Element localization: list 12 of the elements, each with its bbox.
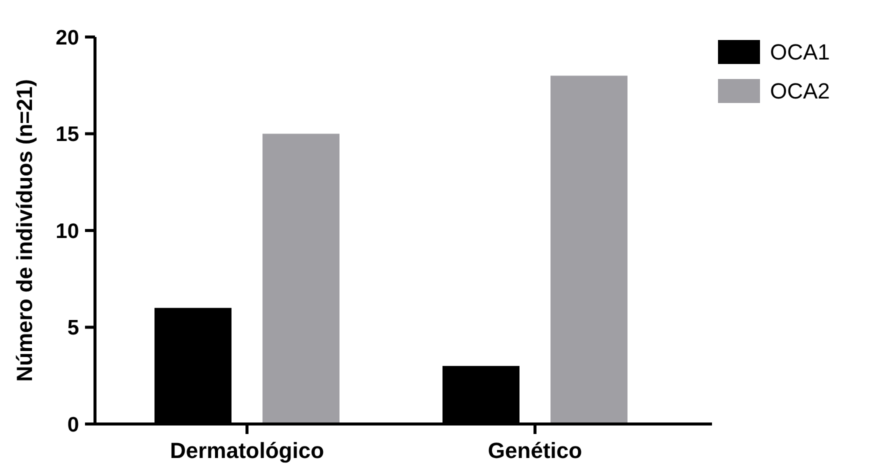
x-tick-label: Dermatológico [170, 438, 324, 463]
y-tick-label: 20 [56, 26, 79, 50]
bar [550, 76, 628, 424]
legend-label: OCA2 [770, 78, 830, 104]
y-axis-title: Número de indivíduos (n=21) [12, 79, 37, 382]
y-tick-label: 15 [56, 123, 80, 146]
y-tick-label: 0 [67, 413, 79, 436]
bar [262, 134, 340, 424]
y-tick-label: 10 [56, 220, 79, 243]
y-tick-label: 5 [67, 316, 80, 340]
x-tick-label: Genético [488, 438, 582, 463]
legend-label: OCA1 [770, 40, 830, 65]
